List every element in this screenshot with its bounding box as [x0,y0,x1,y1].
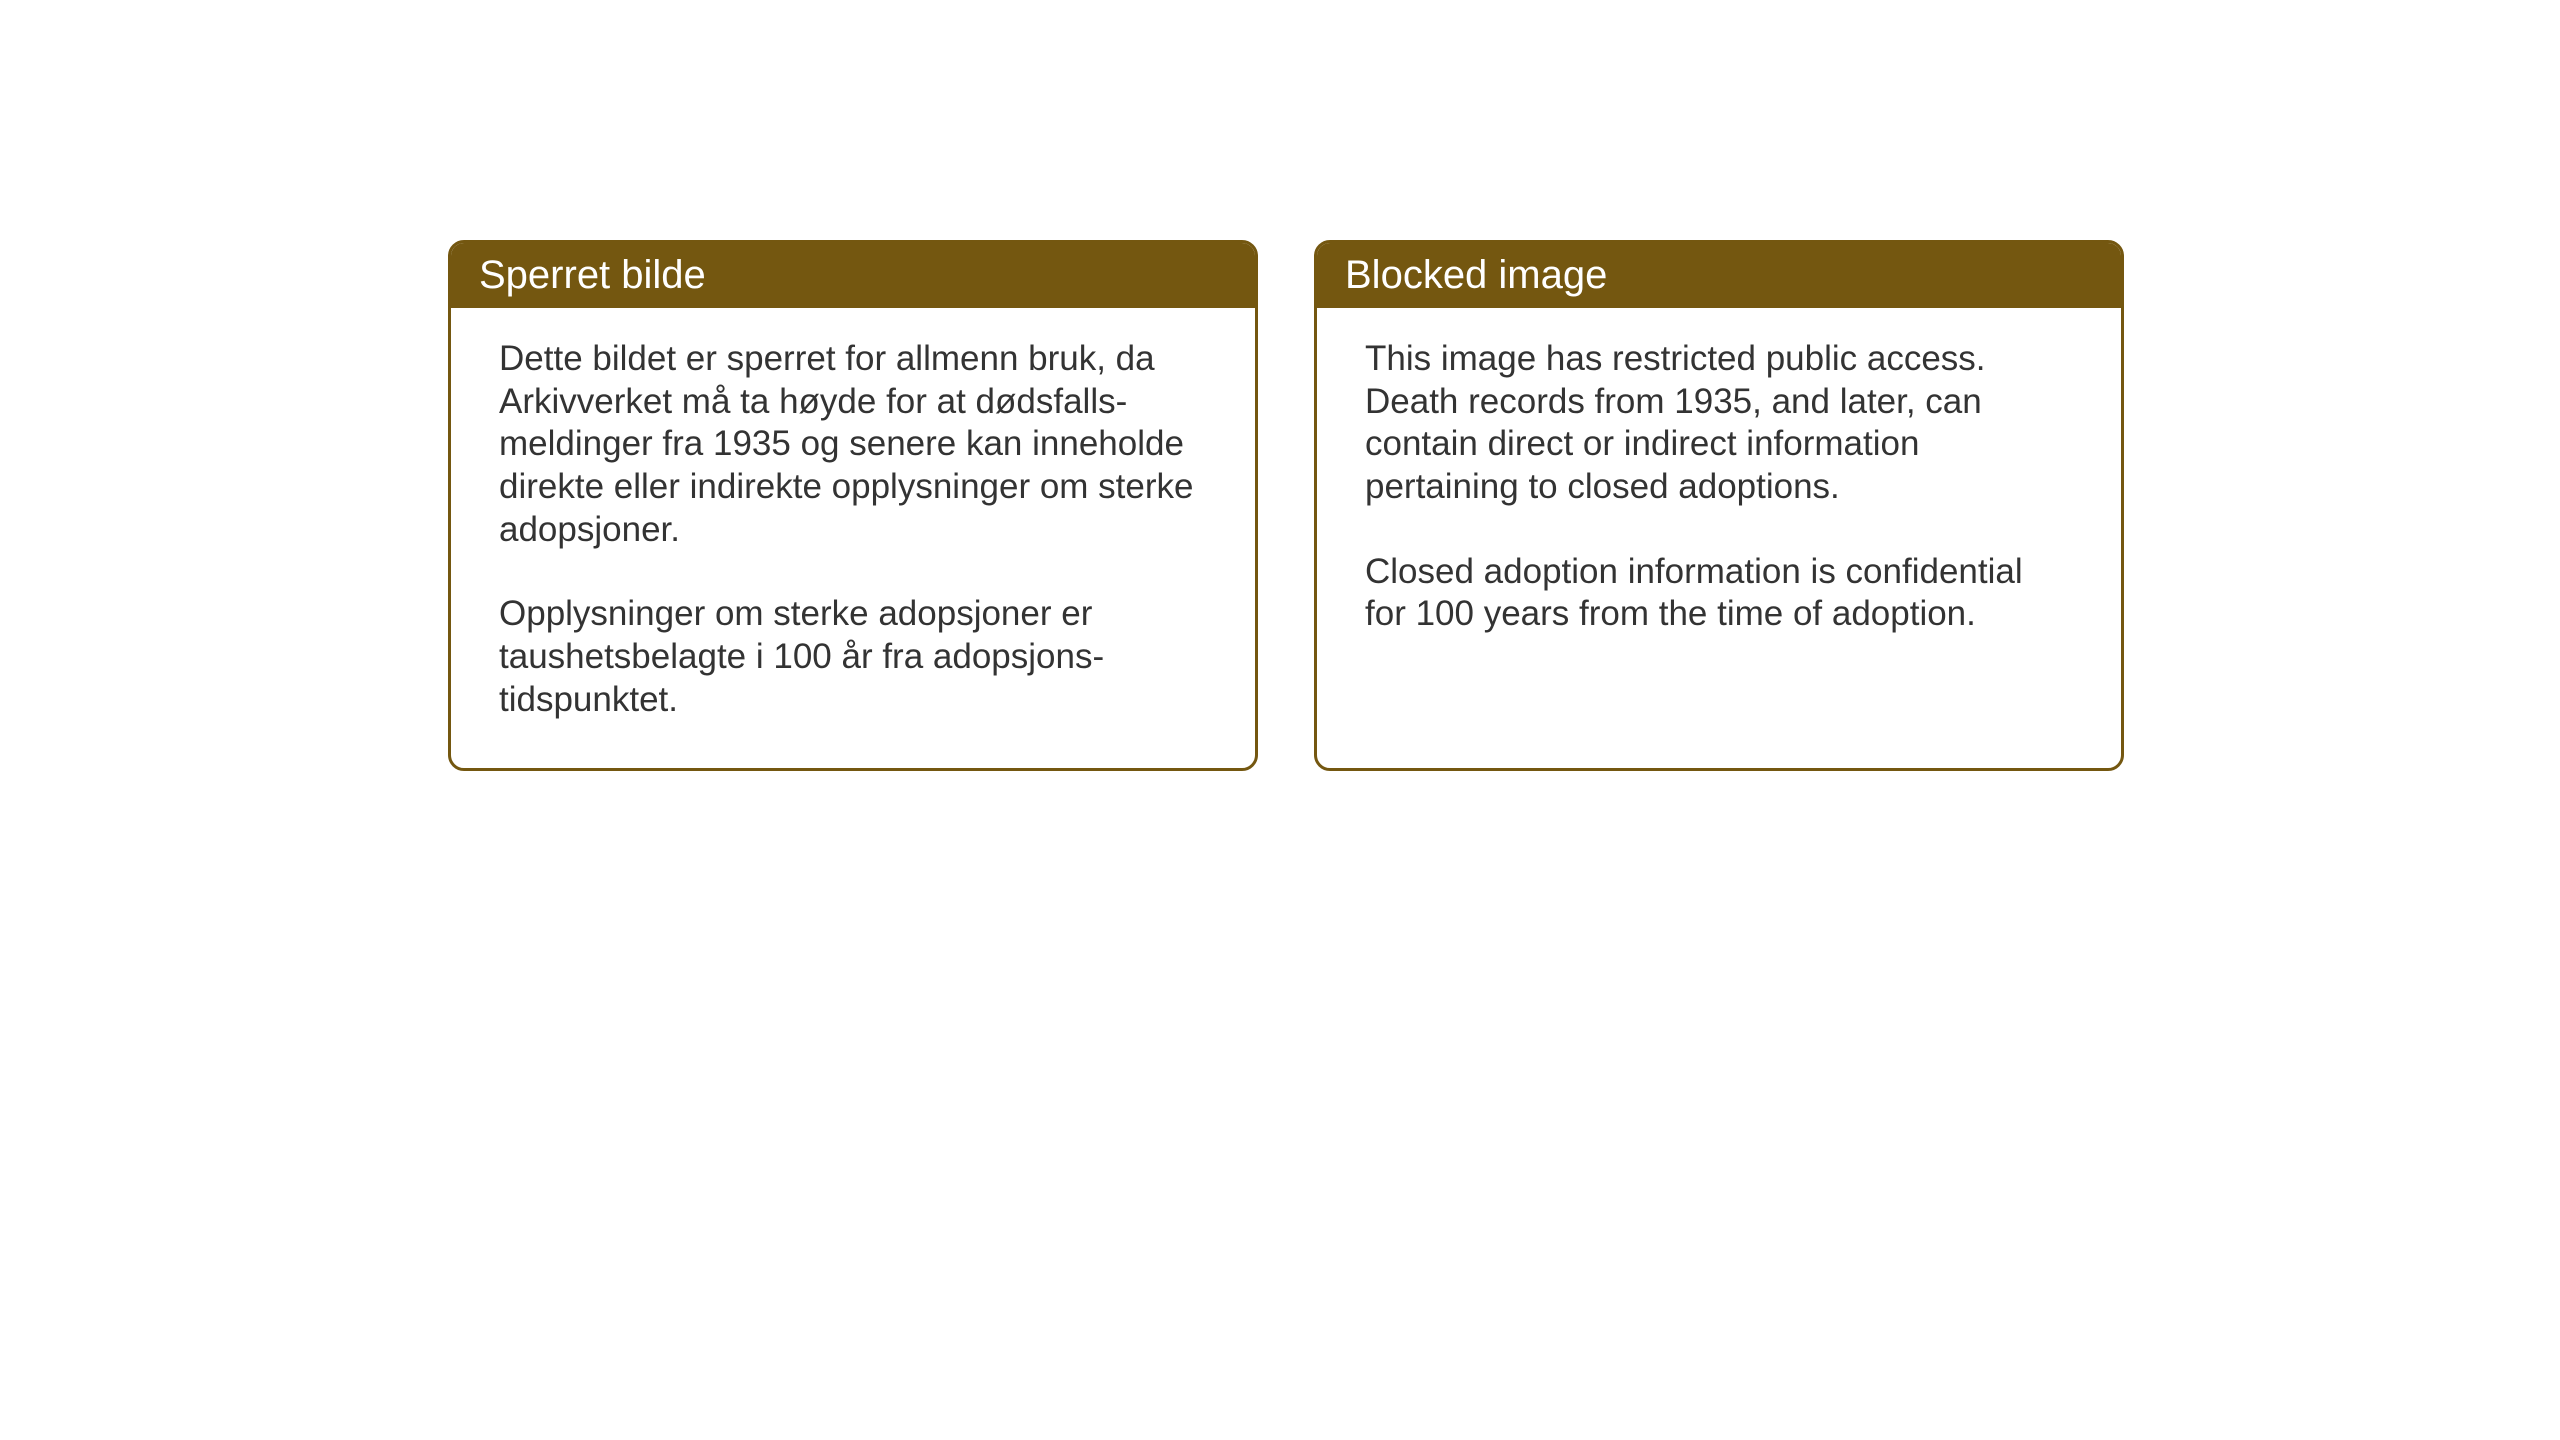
card-paragraph-english-1: This image has restricted public access.… [1365,338,2073,509]
card-paragraph-norwegian-2: Opplysninger om sterke adopsjoner er tau… [499,593,1207,721]
card-body-norwegian: Dette bildet er sperret for allmenn bruk… [451,308,1255,768]
card-header-norwegian: Sperret bilde [451,243,1255,308]
notice-container: Sperret bilde Dette bildet er sperret fo… [448,240,2124,771]
notice-card-norwegian: Sperret bilde Dette bildet er sperret fo… [448,240,1258,771]
card-title-english: Blocked image [1345,253,1607,297]
card-paragraph-english-2: Closed adoption information is confident… [1365,551,2073,636]
card-body-english: This image has restricted public access.… [1317,308,2121,682]
card-title-norwegian: Sperret bilde [479,253,706,297]
notice-card-english: Blocked image This image has restricted … [1314,240,2124,771]
card-paragraph-norwegian-1: Dette bildet er sperret for allmenn bruk… [499,338,1207,551]
card-header-english: Blocked image [1317,243,2121,308]
